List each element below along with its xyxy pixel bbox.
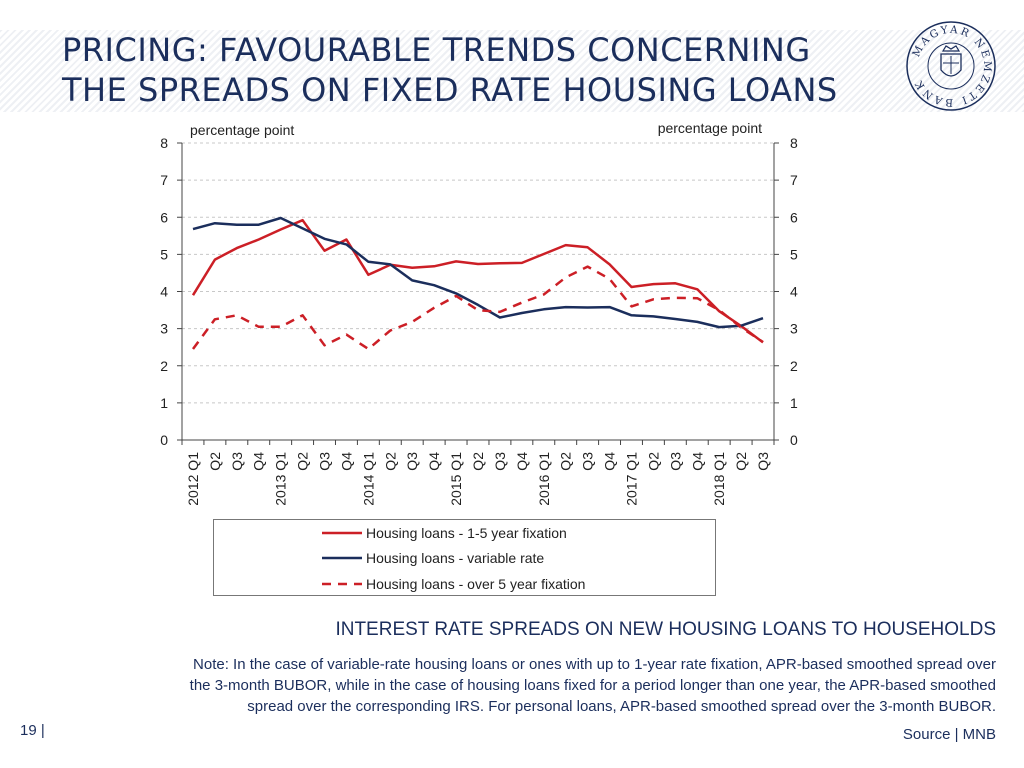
- y-tick-label-right: 6: [790, 209, 798, 225]
- x-tick-label: Q4: [602, 452, 618, 471]
- y-tick-label-right: 4: [790, 284, 798, 300]
- x-tick-label: 2012 Q1: [185, 452, 201, 506]
- mnb-logo: MAGYAR NEMZETI BANK: [906, 21, 996, 111]
- source-label: Source | MNB: [902, 726, 996, 743]
- footnote: Note: In the case of variable-rate housi…: [36, 654, 996, 717]
- chart-subtitle: INTEREST RATE SPREADS ON NEW HOUSING LOA…: [335, 619, 996, 640]
- x-tick-label: Q2: [558, 452, 574, 471]
- y-tick-label-right: 7: [790, 172, 798, 188]
- axes: [177, 142, 779, 445]
- y-axis-label-left: percentage point: [190, 122, 294, 138]
- x-tick-label: Q2: [733, 452, 749, 471]
- x-tick-label: Q3: [580, 452, 596, 471]
- x-tick-label: 2015 Q1: [448, 452, 464, 506]
- x-tick-label: Q3: [404, 452, 420, 471]
- coat-of-arms-icon: [940, 53, 962, 77]
- y-tick-label-right: 8: [790, 135, 798, 151]
- y-tick-label-right: 5: [790, 246, 798, 262]
- x-tick-label: Q4: [338, 452, 354, 471]
- x-tick-label: 2014 Q1: [360, 452, 376, 506]
- legend-swatch-dashed-red: [322, 582, 362, 586]
- legend-label: Housing loans - over 5 year fixation: [366, 576, 586, 592]
- y-tick-label-right: 0: [790, 432, 798, 448]
- x-tick-label: Q4: [251, 452, 267, 471]
- x-tick-label: 2018 Q1: [711, 452, 727, 506]
- y-tick-label-left: 2: [160, 358, 168, 374]
- x-tick-label: Q4: [689, 452, 705, 471]
- x-tick-label: Q4: [514, 452, 530, 471]
- y-tick-label-right: 3: [790, 321, 798, 337]
- y-axis-label-right: percentage point: [658, 120, 762, 136]
- x-tick-label: Q2: [382, 452, 398, 471]
- x-tick-label: Q3: [317, 452, 333, 471]
- y-tick-label-left: 3: [160, 321, 168, 337]
- title-band: [0, 30, 1024, 112]
- crown-icon: [941, 45, 961, 52]
- y-tick-label-left: 5: [160, 246, 168, 262]
- legend-item-1-5-year: Housing loans - 1-5 year fixation: [322, 523, 567, 543]
- chart-legend: Housing loans - 1-5 year fixation Housin…: [213, 519, 716, 596]
- series-lines: [191, 216, 764, 351]
- y-tick-label-left: 8: [160, 135, 168, 151]
- gridlines: [182, 142, 774, 404]
- title-line-1: PRICING: FAVOURABLE TRENDS CONCERNING: [62, 31, 811, 69]
- legend-label: Housing loans - variable rate: [366, 550, 545, 566]
- footnote-line-1: Note: In the case of variable-rate housi…: [193, 656, 996, 673]
- x-tick-label: Q3: [755, 452, 771, 471]
- page-number: 19 |: [20, 722, 45, 739]
- x-tick-label: Q2: [470, 452, 486, 471]
- axis-labels: 0 0 1 1 2 2 3 3 4 4 5 5 6 6 7 7 8 8 percentage point percen…: [160, 120, 798, 506]
- series-line-2: [191, 265, 764, 351]
- y-tick-label-right: 2: [790, 358, 798, 374]
- x-tick-label: 2017 Q1: [623, 452, 639, 506]
- legend-label: Housing loans - 1-5 year fixation: [366, 525, 567, 541]
- y-tick-label-left: 4: [160, 284, 168, 300]
- x-tick-label: Q3: [667, 452, 683, 471]
- x-tick-label: Q3: [229, 452, 245, 471]
- x-tick-label: Q3: [492, 452, 508, 471]
- y-tick-label-left: 1: [160, 395, 168, 411]
- y-tick-label-left: 7: [160, 172, 168, 188]
- x-tick-label: Q2: [295, 452, 311, 471]
- series-line-1: [192, 216, 764, 329]
- legend-swatch-solid-navy: [322, 556, 362, 560]
- y-tick-label-right: 1: [790, 395, 798, 411]
- x-tick-label: Q2: [645, 452, 661, 471]
- x-tick-label: Q4: [426, 452, 442, 471]
- footnote-line-3: spread over the corresponding IRS. For p…: [247, 698, 996, 715]
- title-line-2: THE SPREADS ON FIXED RATE HOUSING LOANS: [62, 71, 838, 109]
- x-tick-label: 2016 Q1: [536, 452, 552, 506]
- spread-chart: 0 0 1 1 2 2 3 3 4 4 5 5 6 6 7 7 8 8 percentage point percen…: [160, 120, 798, 506]
- x-tick-label: Q2: [207, 452, 223, 471]
- page-title: PRICING: FAVOURABLE TRENDS CONCERNING TH…: [62, 30, 882, 110]
- series-line-0: [191, 218, 764, 344]
- legend-swatch-solid-red: [322, 531, 362, 535]
- footnote-line-2: the 3-month BUBOR, while in the case of …: [189, 677, 996, 694]
- y-tick-label-left: 0: [160, 432, 168, 448]
- legend-item-over-5-year: Housing loans - over 5 year fixation: [322, 574, 585, 594]
- y-tick-label-left: 6: [160, 209, 168, 225]
- x-tick-label: 2013 Q1: [273, 452, 289, 506]
- legend-item-variable-rate: Housing loans - variable rate: [322, 548, 544, 568]
